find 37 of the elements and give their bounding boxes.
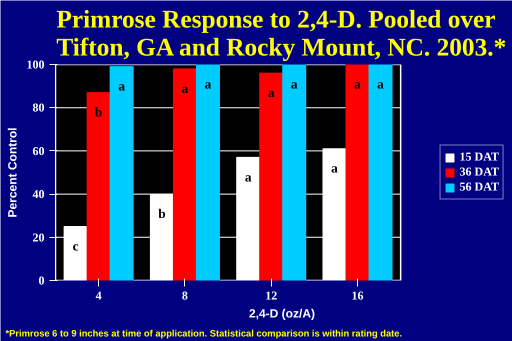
y-tick-label: 20 — [32, 230, 44, 244]
data-label: a — [354, 76, 362, 92]
y-tick-label: 0 — [38, 274, 44, 288]
bar — [86, 92, 111, 280]
data-label: a — [244, 169, 252, 184]
legend-label: 36 DAT — [460, 164, 499, 180]
data-label: a — [290, 76, 298, 92]
data-label: a — [204, 76, 212, 92]
data-label: a — [268, 85, 275, 100]
y-tick-label: 60 — [32, 144, 44, 158]
bar — [259, 72, 284, 280]
text: *Primrose 6 to 9 inches at time of application. Statistical comparison is within rating date. — [6, 328, 402, 338]
bar — [282, 64, 306, 280]
data-label: a — [118, 78, 126, 94]
bar — [368, 64, 393, 280]
x-axis-title: 2,4-D (oz/A) — [249, 306, 316, 320]
data-label: a — [377, 76, 384, 92]
y-tick-label: 80 — [32, 100, 44, 115]
y-tick-label: 100 — [26, 58, 44, 72]
x-tick-label: 8 — [182, 288, 188, 302]
x-tick-label: 16 — [352, 288, 364, 302]
y-tick-label: 40 — [32, 187, 44, 202]
data-label: a — [331, 160, 338, 176]
chart-title: Primrose Response to 2,4-D. Pooled over Tifton, GA and Rocky Mount, NC. 2003.* — [56, 6, 506, 62]
bar — [345, 64, 370, 280]
data-label: b — [158, 206, 166, 222]
legend-label: 15 DAT — [460, 150, 499, 164]
bar — [110, 66, 134, 280]
bar — [196, 64, 220, 280]
data-label: b — [94, 104, 102, 120]
legend-label: 56 DAT — [460, 180, 499, 194]
x-tick-label: 12 — [265, 288, 278, 302]
bar — [172, 68, 197, 280]
data-label: c — [72, 238, 79, 254]
data-label: a — [182, 80, 189, 96]
y-axis-title: Percent Control — [6, 127, 20, 218]
x-tick-label: 4 — [96, 288, 102, 302]
